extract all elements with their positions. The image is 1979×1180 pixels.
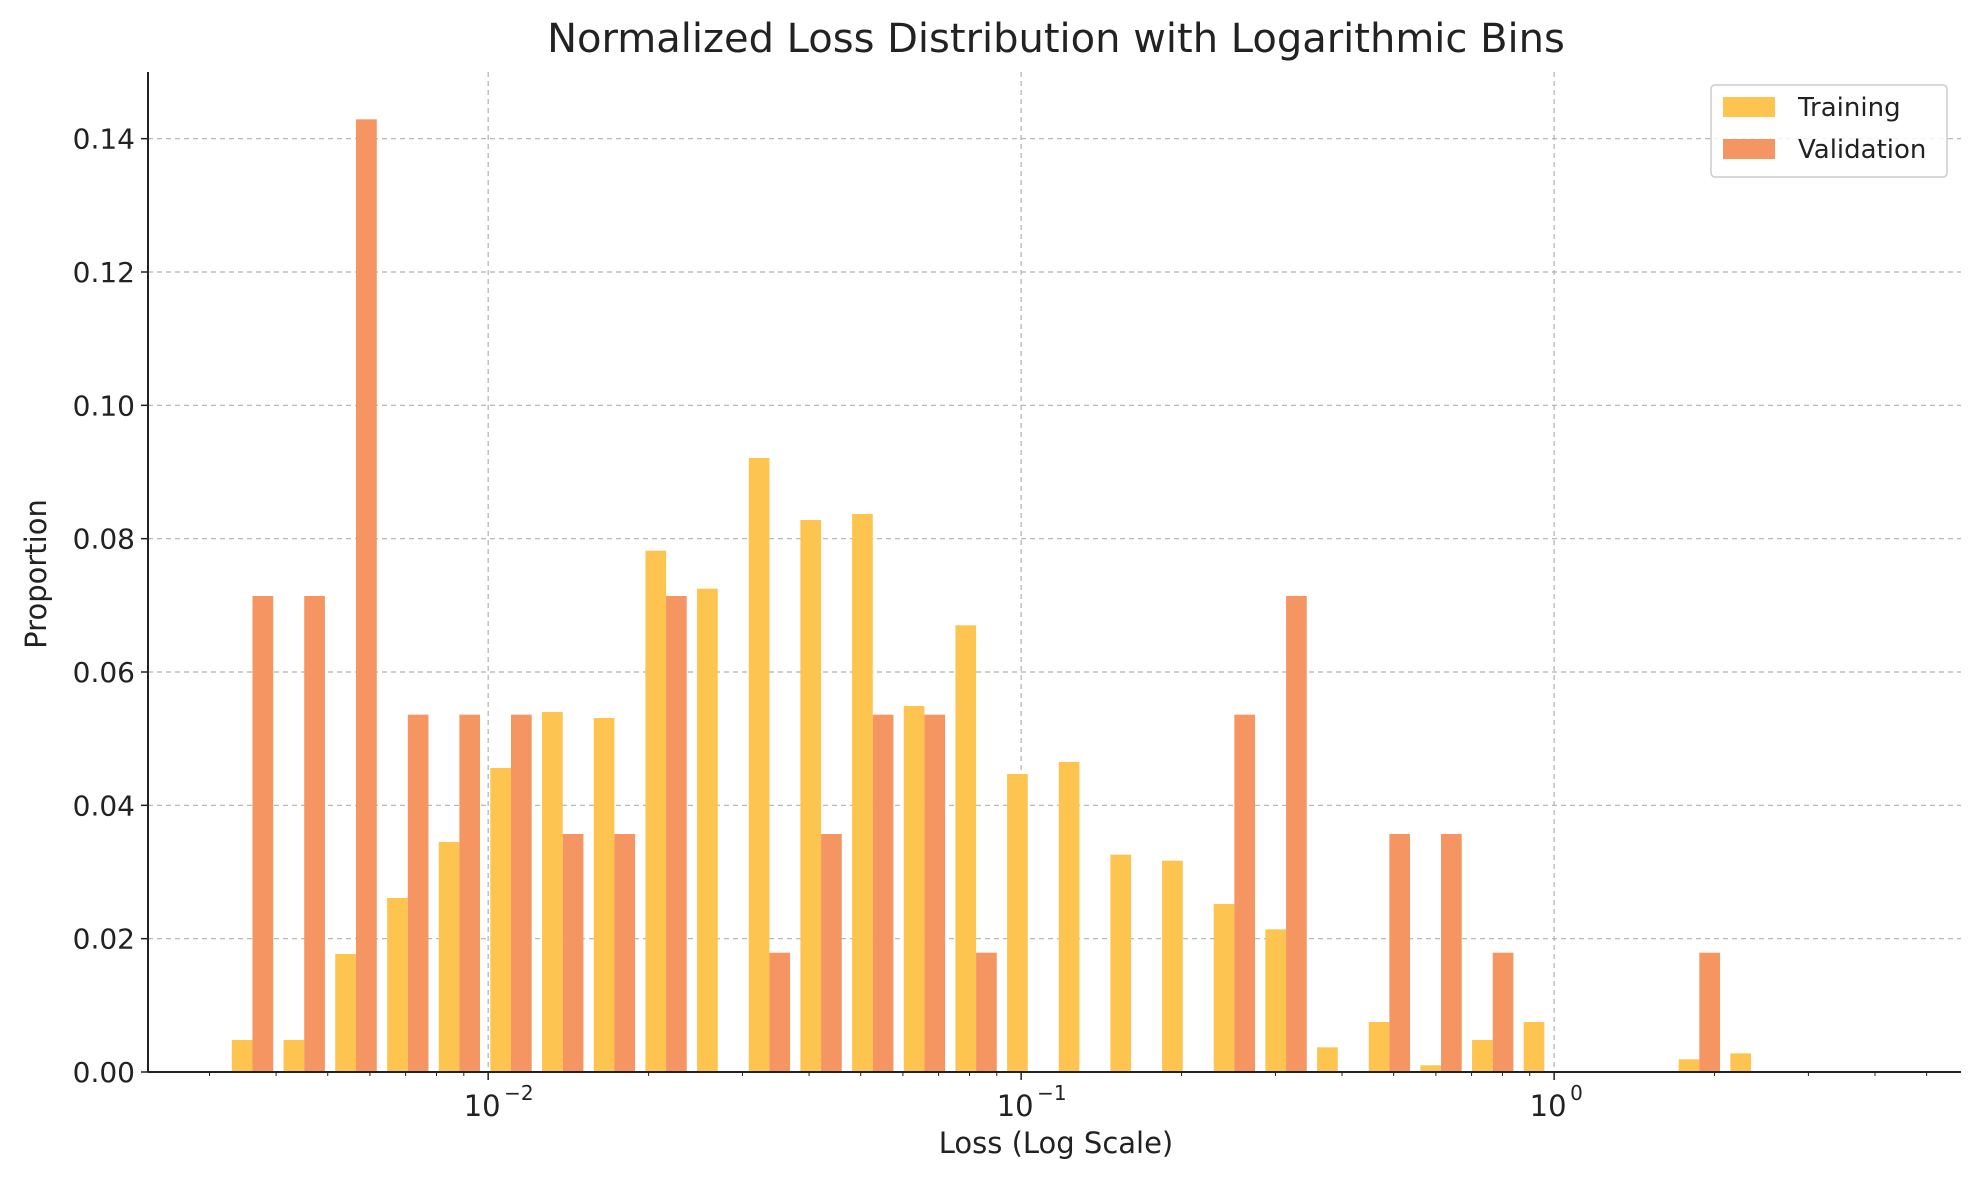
bar-validation bbox=[459, 714, 480, 1072]
y-tick-label: 0.02 bbox=[73, 923, 135, 956]
chart-title: Normalized Loss Distribution with Logari… bbox=[547, 16, 1565, 62]
bar-validation bbox=[1286, 596, 1307, 1072]
bar-training bbox=[852, 514, 873, 1072]
bar-validation bbox=[821, 834, 842, 1072]
bar-validation bbox=[1699, 952, 1721, 1072]
bar-training bbox=[542, 712, 563, 1072]
x-tick-label: 10 bbox=[1530, 1089, 1567, 1123]
legend-swatch-training bbox=[1723, 97, 1775, 117]
bar-training bbox=[955, 625, 977, 1072]
y-tick-label: 0.06 bbox=[73, 656, 135, 689]
bar-validation bbox=[304, 596, 325, 1072]
bar-validation bbox=[252, 596, 274, 1072]
bar-validation bbox=[924, 714, 946, 1072]
bar-validation bbox=[872, 714, 894, 1072]
bar-training bbox=[800, 520, 822, 1072]
bar-training bbox=[387, 898, 408, 1072]
bar-training bbox=[1472, 1040, 1493, 1072]
legend-swatch-validation bbox=[1723, 139, 1775, 159]
bar-training bbox=[1730, 1053, 1751, 1072]
bar-validation bbox=[1492, 952, 1514, 1072]
bar-validation bbox=[562, 834, 584, 1072]
bar-training bbox=[1058, 762, 1080, 1072]
bar-validation bbox=[1389, 834, 1411, 1072]
bar-validation bbox=[976, 952, 997, 1072]
bar-training bbox=[748, 458, 770, 1072]
bar-training bbox=[593, 718, 615, 1072]
bar-training bbox=[1317, 1047, 1338, 1072]
bar-validation bbox=[1234, 714, 1256, 1072]
bar-validation bbox=[666, 596, 687, 1072]
bar-training bbox=[1523, 1022, 1545, 1072]
bar-training bbox=[903, 706, 925, 1072]
bar-training bbox=[1110, 854, 1132, 1072]
x-tick-exponent: 0 bbox=[1570, 1081, 1583, 1105]
y-tick-label: 0.04 bbox=[73, 789, 135, 822]
bar-training bbox=[335, 954, 357, 1072]
bar-training bbox=[283, 1040, 305, 1072]
x-tick-label: 10 bbox=[997, 1089, 1034, 1123]
y-tick-label: 0.10 bbox=[73, 389, 135, 422]
bar-training bbox=[697, 588, 718, 1072]
bar-training bbox=[1007, 774, 1028, 1072]
bars bbox=[231, 119, 1751, 1073]
bar-validation bbox=[769, 952, 791, 1072]
axes bbox=[147, 72, 1961, 1073]
bar-training bbox=[1162, 860, 1183, 1072]
y-tick-label: 0.08 bbox=[73, 523, 135, 556]
legend: Training Validation bbox=[1710, 84, 1948, 178]
legend-label-validation: Validation bbox=[1798, 135, 1926, 165]
y-tick-label: 0.12 bbox=[73, 256, 135, 289]
bar-training bbox=[1678, 1059, 1700, 1072]
bar-training bbox=[1420, 1065, 1442, 1072]
legend-label-training: Training bbox=[1797, 93, 1901, 123]
bar-validation bbox=[407, 714, 429, 1072]
y-axis-label: Proportion bbox=[19, 499, 53, 649]
x-tick-exponent: −1 bbox=[1037, 1081, 1066, 1105]
x-axis-label: Loss (Log Scale) bbox=[939, 1126, 1174, 1160]
bar-training bbox=[645, 550, 667, 1072]
bar-training bbox=[438, 842, 460, 1072]
bar-training bbox=[1213, 904, 1235, 1072]
bar-training bbox=[1368, 1022, 1390, 1072]
grid-lines bbox=[148, 72, 1961, 1072]
bar-training bbox=[1265, 929, 1287, 1072]
bar-validation bbox=[510, 714, 532, 1072]
x-tick-exponent: −2 bbox=[504, 1081, 533, 1105]
bar-validation bbox=[1441, 834, 1462, 1072]
bar-validation bbox=[614, 834, 636, 1072]
bar-validation bbox=[356, 119, 377, 1073]
y-tick-label: 0.14 bbox=[73, 123, 135, 156]
bar-training bbox=[490, 768, 511, 1072]
y-tick-label: 0.00 bbox=[73, 1056, 135, 1089]
bar-training bbox=[231, 1040, 253, 1072]
x-tick-label: 10 bbox=[464, 1089, 501, 1123]
